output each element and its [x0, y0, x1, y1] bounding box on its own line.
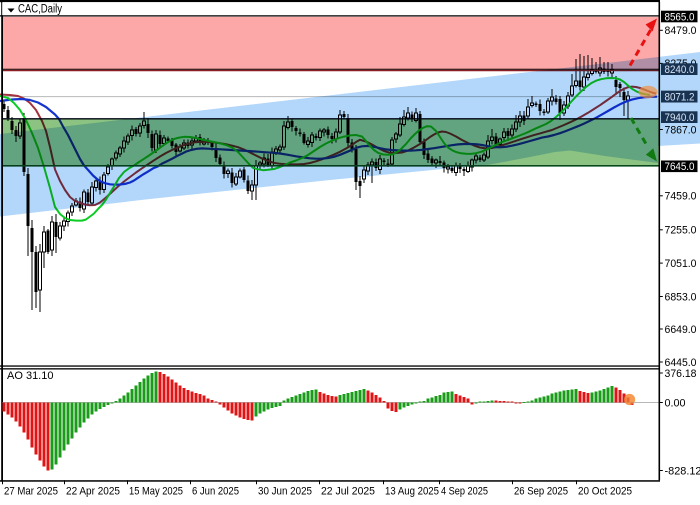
svg-text:8240.0: 8240.0 — [665, 64, 695, 76]
svg-text:6853.0: 6853.0 — [665, 291, 697, 303]
svg-text:22 Apr 2025: 22 Apr 2025 — [66, 486, 120, 498]
svg-text:27 Mar 2025: 27 Mar 2025 — [4, 486, 58, 498]
svg-text:30 Jun 2025: 30 Jun 2025 — [258, 486, 312, 498]
svg-text:AO 31.10: AO 31.10 — [7, 370, 53, 382]
svg-text:6649.0: 6649.0 — [665, 324, 697, 336]
svg-text:6 Jun 2025: 6 Jun 2025 — [192, 486, 239, 498]
svg-text:22 Jul 2025: 22 Jul 2025 — [321, 486, 375, 498]
svg-text:8479.0: 8479.0 — [665, 25, 697, 37]
svg-text:-828.12: -828.12 — [665, 465, 700, 477]
svg-text:CAC,Daily: CAC,Daily — [18, 4, 62, 16]
svg-text:13 Aug 2025: 13 Aug 2025 — [385, 486, 439, 498]
svg-text:8565.0: 8565.0 — [665, 11, 695, 23]
svg-text:7255.0: 7255.0 — [665, 225, 697, 237]
svg-text:8071.2: 8071.2 — [665, 91, 695, 103]
svg-text:26 Sep 2025: 26 Sep 2025 — [514, 486, 568, 498]
svg-text:7645.0: 7645.0 — [665, 161, 695, 173]
svg-text:15 May 2025: 15 May 2025 — [129, 486, 183, 498]
svg-text:7459.0: 7459.0 — [665, 191, 697, 203]
svg-text:4 Sep 2025: 4 Sep 2025 — [441, 486, 488, 498]
svg-text:7940.0: 7940.0 — [665, 112, 695, 124]
svg-text:20 Oct 2025: 20 Oct 2025 — [578, 486, 632, 498]
svg-text:0.00: 0.00 — [665, 397, 686, 409]
svg-text:376.18: 376.18 — [665, 368, 697, 380]
svg-text:7051.0: 7051.0 — [665, 258, 697, 270]
